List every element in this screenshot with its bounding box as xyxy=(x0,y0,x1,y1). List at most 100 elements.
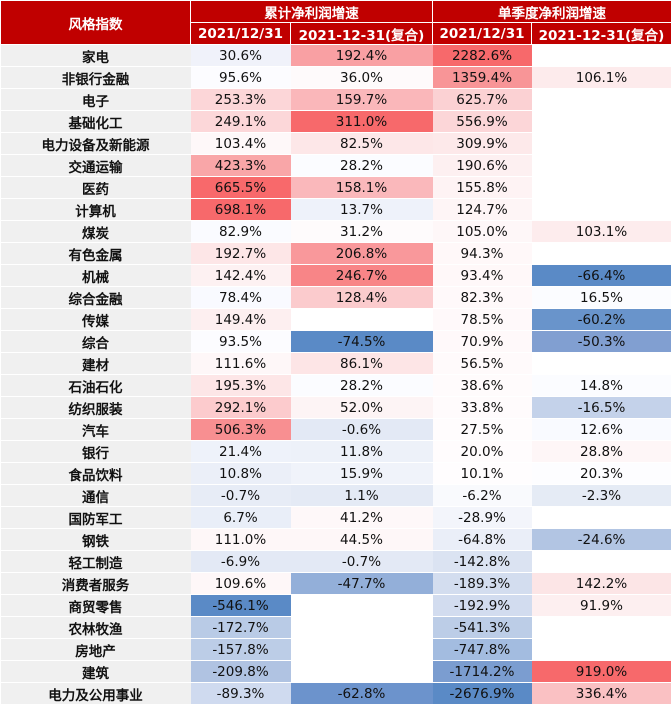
value-cell xyxy=(532,551,671,573)
value-cell: 31.2% xyxy=(291,221,433,243)
row-label: 电力及公用事业 xyxy=(1,683,191,705)
row-label: 纺织服装 xyxy=(1,397,191,419)
row-label: 建材 xyxy=(1,353,191,375)
value-cell: 38.6% xyxy=(433,375,532,397)
value-cell: 93.5% xyxy=(191,331,291,353)
value-cell: 28.8% xyxy=(532,441,671,463)
row-label: 有色金属 xyxy=(1,243,191,265)
value-cell: 192.7% xyxy=(191,243,291,265)
value-cell: 78.5% xyxy=(433,309,532,331)
row-label: 医药 xyxy=(1,177,191,199)
value-cell: 13.7% xyxy=(291,199,433,221)
value-cell: 103.1% xyxy=(532,221,671,243)
value-cell: 919.0% xyxy=(532,661,671,683)
value-cell: 82.3% xyxy=(433,287,532,309)
value-cell xyxy=(532,199,671,221)
value-cell: 6.7% xyxy=(191,507,291,529)
value-cell: 336.4% xyxy=(532,683,671,705)
value-cell: -89.3% xyxy=(191,683,291,705)
value-cell: 1.1% xyxy=(291,485,433,507)
value-cell: -0.7% xyxy=(191,485,291,507)
row-label: 消费者服务 xyxy=(1,573,191,595)
row-label: 非银行金融 xyxy=(1,67,191,89)
value-cell: -172.7% xyxy=(191,617,291,639)
row-label: 商贸零售 xyxy=(1,595,191,617)
value-cell: -2.3% xyxy=(532,485,671,507)
value-cell: 93.4% xyxy=(433,265,532,287)
value-cell: -157.8% xyxy=(191,639,291,661)
value-cell: 155.8% xyxy=(433,177,532,199)
value-cell: 158.1% xyxy=(291,177,433,199)
value-cell xyxy=(532,243,671,265)
value-cell: 246.7% xyxy=(291,265,433,287)
value-cell: 2282.6% xyxy=(433,45,532,67)
col-header-q-compound: 2021-12-31(复合) xyxy=(532,23,671,45)
value-cell: -6.9% xyxy=(191,551,291,573)
col-header-cum-compound: 2021-12-31(复合) xyxy=(291,23,433,45)
value-cell: 52.0% xyxy=(291,397,433,419)
value-cell: 192.4% xyxy=(291,45,433,67)
value-cell: -62.8% xyxy=(291,683,433,705)
value-cell: 111.6% xyxy=(191,353,291,375)
value-cell: 128.4% xyxy=(291,287,433,309)
value-cell xyxy=(532,507,671,529)
table-row: 电力及公用事业-89.3%-62.8%-2676.9%336.4% xyxy=(1,683,671,705)
value-cell: 86.1% xyxy=(291,353,433,375)
col-header-cum-date: 2021/12/31 xyxy=(191,23,291,45)
table-row: 房地产-157.8%-747.8% xyxy=(1,639,671,661)
header-group-row: 风格指数 累计净利润增速 单季度净利润增速 xyxy=(1,1,671,23)
value-cell: -1714.2% xyxy=(433,661,532,683)
value-cell: -16.5% xyxy=(532,397,671,419)
value-cell xyxy=(291,639,433,661)
value-cell: 105.0% xyxy=(433,221,532,243)
table-row: 通信-0.7%1.1%-6.2%-2.3% xyxy=(1,485,671,507)
value-cell xyxy=(291,309,433,331)
value-cell: 12.6% xyxy=(532,419,671,441)
value-cell: -142.8% xyxy=(433,551,532,573)
row-label: 煤炭 xyxy=(1,221,191,243)
table-row: 商贸零售-546.1%-192.9%91.9% xyxy=(1,595,671,617)
table-row: 轻工制造-6.9%-0.7%-142.8% xyxy=(1,551,671,573)
value-cell: -24.6% xyxy=(532,529,671,551)
row-label: 钢铁 xyxy=(1,529,191,551)
row-label: 汽车 xyxy=(1,419,191,441)
row-label: 计算机 xyxy=(1,199,191,221)
value-cell: 82.5% xyxy=(291,133,433,155)
value-cell: 292.1% xyxy=(191,397,291,419)
value-cell: -6.2% xyxy=(433,485,532,507)
value-cell xyxy=(532,177,671,199)
value-cell: 15.9% xyxy=(291,463,433,485)
value-cell: -546.1% xyxy=(191,595,291,617)
value-cell: 10.1% xyxy=(433,463,532,485)
value-cell: 311.0% xyxy=(291,111,433,133)
value-cell xyxy=(532,111,671,133)
value-cell: 195.3% xyxy=(191,375,291,397)
group-header-quarterly: 单季度净利润增速 xyxy=(433,1,671,23)
value-cell: 103.4% xyxy=(191,133,291,155)
value-cell: 142.4% xyxy=(191,265,291,287)
value-cell xyxy=(532,89,671,111)
table-row: 建筑-209.8%-1714.2%919.0% xyxy=(1,661,671,683)
value-cell: 82.9% xyxy=(191,221,291,243)
value-cell: 95.6% xyxy=(191,67,291,89)
value-cell: 665.5% xyxy=(191,177,291,199)
value-cell: 33.8% xyxy=(433,397,532,419)
value-cell: 111.0% xyxy=(191,529,291,551)
value-cell: 41.2% xyxy=(291,507,433,529)
value-cell: 14.8% xyxy=(532,375,671,397)
value-cell: 21.4% xyxy=(191,441,291,463)
